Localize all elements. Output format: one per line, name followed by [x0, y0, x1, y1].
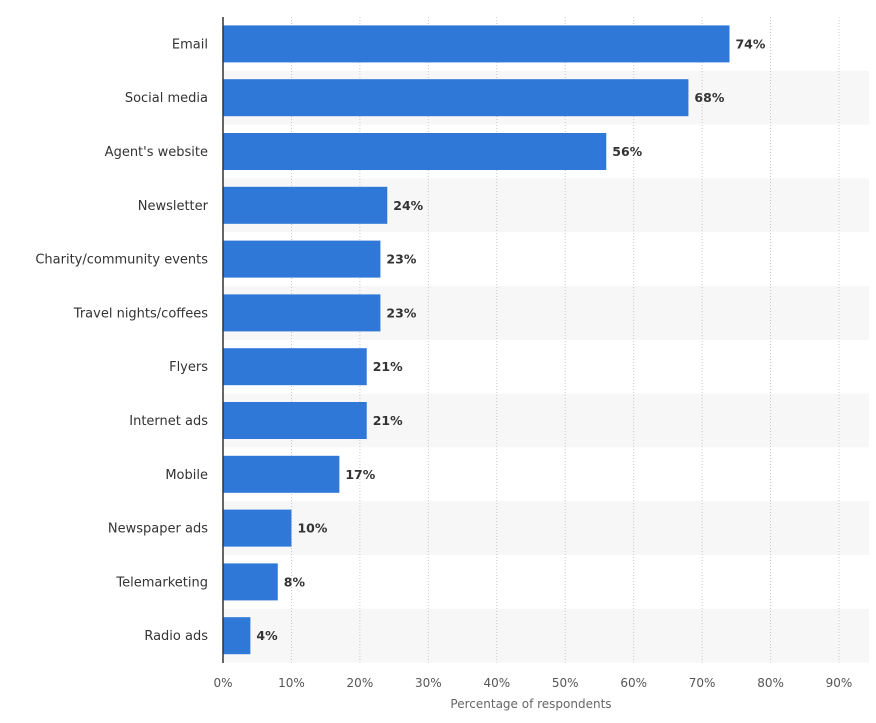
x-tick-label: 20% — [347, 676, 374, 690]
bar — [223, 240, 381, 278]
category-labels: Email Social media Agent's website Newslett… — [35, 37, 208, 644]
x-tick-label: 30% — [415, 676, 442, 690]
x-tick-labels: 0% 10% 20% 30% 40% 50% 60% 70% 80% 90% — [213, 676, 852, 690]
bars — [223, 25, 730, 655]
row-stripe — [223, 608, 869, 663]
value-label: 21% — [373, 359, 403, 374]
value-labels: 74% 68% 56% 24% 23% 23% 21% 21% 17% 10% 8% 4% — [256, 36, 766, 643]
category-label: Newspaper ads — [108, 522, 208, 537]
value-label: 24% — [393, 198, 423, 213]
bar — [223, 348, 367, 386]
x-tick-label: 60% — [620, 676, 647, 690]
bar — [223, 294, 381, 332]
category-label: Internet ads — [129, 414, 208, 429]
category-label: Telemarketing — [115, 575, 208, 590]
value-label: 21% — [373, 413, 403, 428]
bar — [223, 617, 251, 655]
value-label: 23% — [386, 305, 416, 320]
bar — [223, 509, 292, 547]
bar — [223, 186, 388, 224]
category-label: Mobile — [165, 468, 208, 483]
row-stripe — [223, 501, 869, 555]
bar — [223, 133, 607, 170]
bar — [223, 563, 278, 601]
value-label: 10% — [297, 521, 327, 536]
row-stripes — [223, 70, 869, 663]
value-label: 68% — [694, 90, 724, 105]
value-label: 56% — [612, 144, 642, 159]
category-label: Flyers — [169, 360, 208, 375]
bar — [223, 79, 689, 117]
value-label: 17% — [345, 467, 375, 482]
bar — [223, 402, 367, 439]
value-label: 4% — [256, 628, 278, 643]
x-tick-label: 70% — [689, 676, 716, 690]
bar — [223, 455, 340, 493]
category-label: Radio ads — [144, 629, 208, 644]
category-label: Charity/community events — [35, 253, 208, 268]
x-tick-label: 90% — [826, 676, 853, 690]
x-tick-label: 0% — [213, 676, 232, 690]
value-label: 74% — [735, 36, 765, 51]
category-label: Travel nights/coffees — [73, 306, 208, 321]
x-axis-title: Percentage of respondents — [450, 697, 611, 711]
bar — [223, 25, 730, 63]
value-label: 8% — [284, 574, 306, 589]
category-label: Newsletter — [138, 199, 209, 214]
x-tick-label: 10% — [278, 676, 305, 690]
x-tick-label: 80% — [757, 676, 784, 690]
category-label: Agent's website — [105, 145, 208, 160]
x-tick-label: 50% — [552, 676, 579, 690]
category-label: Email — [172, 37, 208, 52]
value-label: 23% — [386, 252, 416, 267]
x-tick-label: 40% — [483, 676, 510, 690]
category-label: Social media — [125, 91, 208, 106]
